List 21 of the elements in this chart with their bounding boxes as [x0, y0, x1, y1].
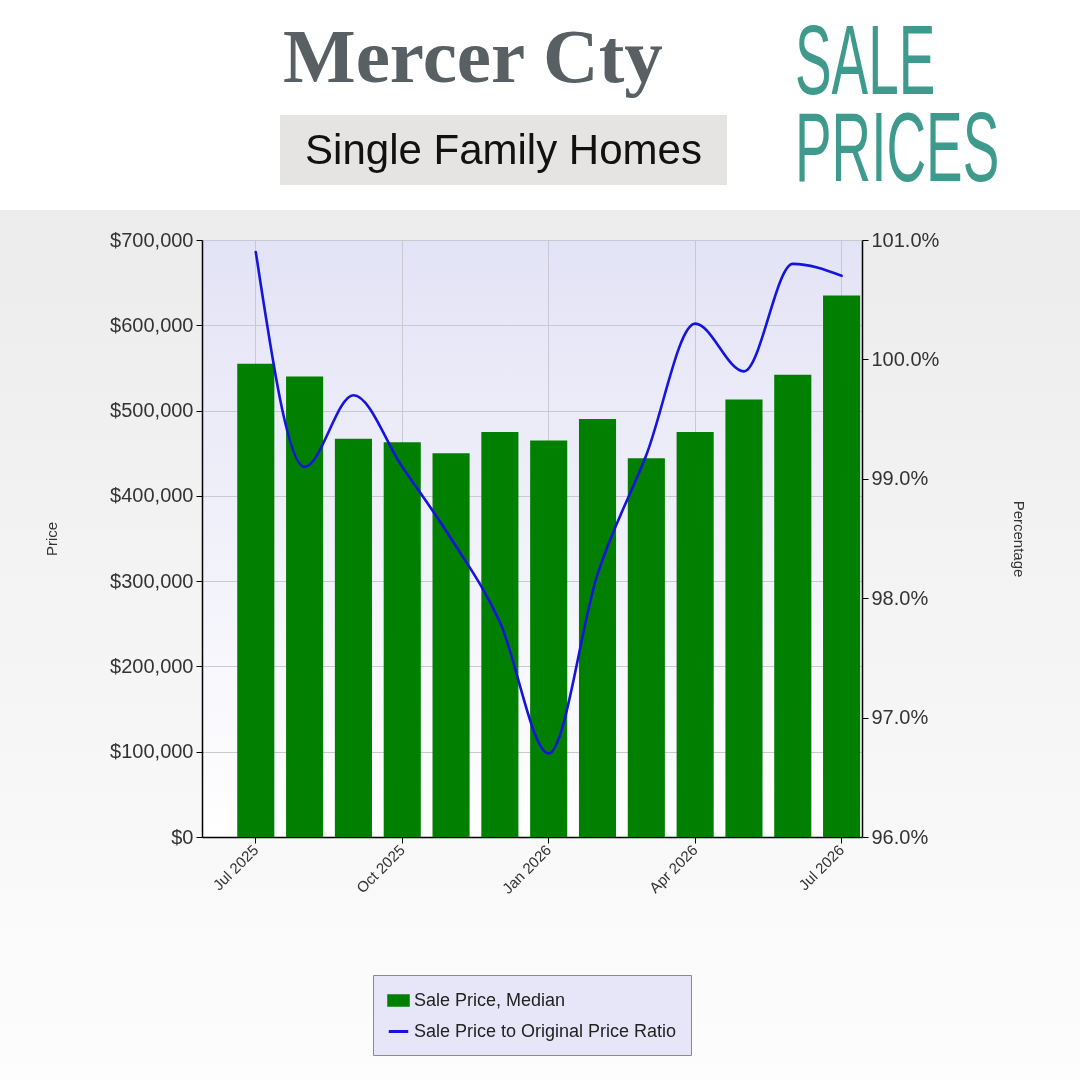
legend-label: Sale Price to Original Price Ratio	[414, 1020, 677, 1041]
y2-tick-label: 98.0%	[871, 586, 929, 609]
y-tick-label: $700,000	[110, 228, 194, 251]
text: SALE PRICES	[795, 5, 1001, 202]
y-tick-label: $600,000	[110, 313, 194, 336]
y-tick-label: $0	[171, 825, 194, 848]
y2-tick-label: 100.0%	[871, 347, 940, 370]
y2-tick-label: 101.0%	[871, 228, 940, 251]
y-tick-label: $200,000	[110, 654, 194, 677]
y-tick-label: $100,000	[110, 740, 194, 763]
y-axis-title: Price	[43, 521, 61, 557]
y2-tick-label: 96.0%	[871, 825, 929, 848]
chart-title: Mercer Cty	[283, 12, 663, 101]
y-tick-label: $500,000	[110, 399, 194, 422]
y-tick-label: $300,000	[110, 569, 194, 592]
y2-tick-label: 99.0%	[871, 467, 929, 490]
y2-axis-title: Percentage	[1011, 500, 1029, 578]
y-tick-label: $400,000	[110, 484, 194, 507]
chart-subtitle: Single Family Homes	[280, 115, 727, 185]
legend-label: Sale Price, Median	[414, 989, 566, 1010]
y2-tick-label: 97.0%	[871, 706, 929, 729]
